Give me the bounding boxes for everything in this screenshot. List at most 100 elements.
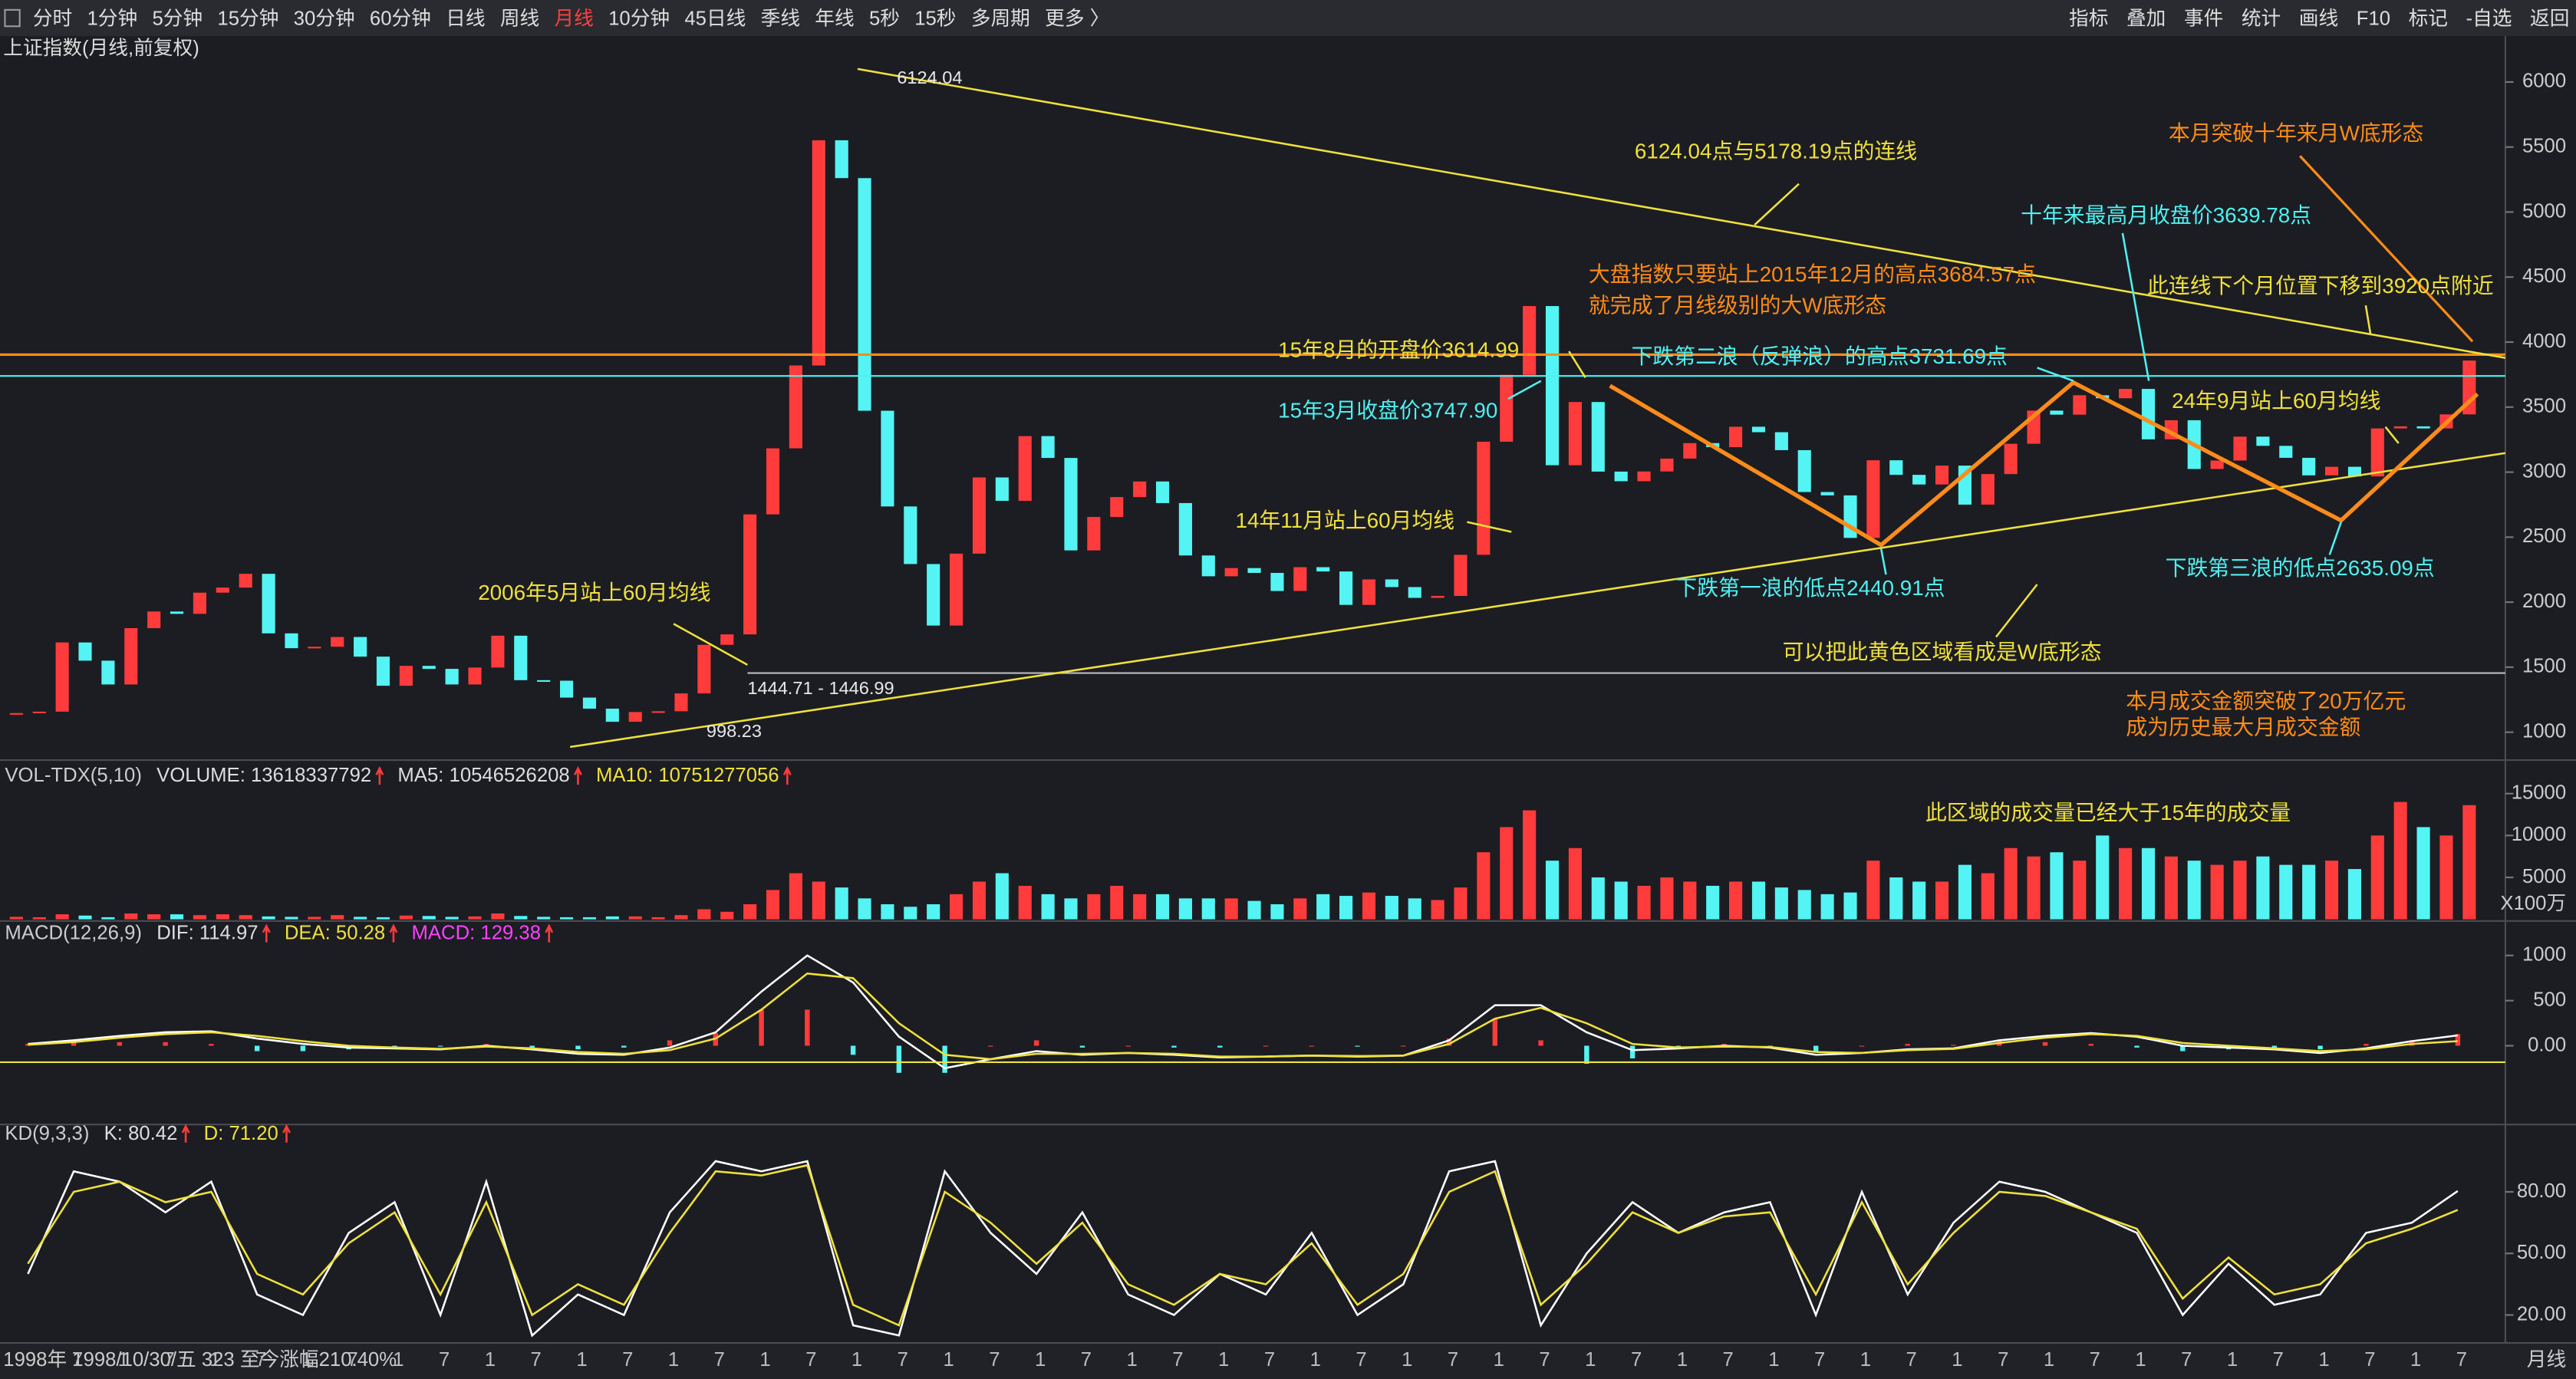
- annotation: 6124.04点与5178.19点的连线: [1635, 139, 1917, 163]
- toolbar-item[interactable]: 10分钟: [608, 7, 670, 29]
- macd-bar: [896, 1045, 902, 1073]
- macd-bar: [1584, 1045, 1589, 1065]
- volume-bar: [1087, 894, 1101, 920]
- x-tick-label: 7: [1172, 1349, 1183, 1371]
- toolbar-item[interactable]: 60分钟: [370, 7, 431, 29]
- candle: [1133, 481, 1147, 498]
- candle: [216, 587, 229, 593]
- arrow: [1467, 521, 1512, 533]
- candle: [1224, 568, 1238, 577]
- volume-annotation: 此区域的成交量已经大于15年的成交量: [1925, 801, 2291, 824]
- toolbar-item[interactable]: 季线: [761, 7, 800, 29]
- toolbar-item[interactable]: 45日线: [684, 7, 746, 29]
- candle: [697, 644, 711, 694]
- indicator-value: D: 71.20: [204, 1123, 278, 1144]
- volume-bar: [331, 915, 344, 920]
- macd-bar: [942, 1045, 947, 1073]
- x-tick-label: 1: [393, 1349, 404, 1371]
- toolbar-item[interactable]: 事件: [2184, 7, 2223, 29]
- candle: [1270, 572, 1284, 591]
- toolbar-item[interactable]: 统计: [2242, 7, 2281, 29]
- candle: [1866, 460, 1880, 538]
- menu-icon[interactable]: [4, 8, 21, 28]
- toolbar-item[interactable]: F10: [2357, 8, 2390, 29]
- toolbar-item[interactable]: 叠加: [2126, 7, 2166, 29]
- toolbar-item[interactable]: 15分钟: [217, 7, 278, 29]
- volume-bar: [262, 916, 275, 920]
- indicator-value: VOL-TDX(5,10): [5, 765, 141, 786]
- volume-bar: [2256, 856, 2270, 920]
- indicator-value: MACD: 129.38: [412, 923, 542, 944]
- toolbar-item[interactable]: 分时: [33, 7, 72, 29]
- candle: [78, 642, 92, 661]
- volume-bar: [1843, 892, 1857, 920]
- candle: [1385, 579, 1398, 587]
- volume-bar: [445, 917, 459, 920]
- toolbar-item[interactable]: -自选: [2466, 7, 2512, 29]
- toolbar-item[interactable]: 15秒: [914, 7, 956, 29]
- candle: [537, 680, 551, 682]
- candle: [1637, 471, 1651, 482]
- volume-bar: [1110, 885, 1124, 920]
- y-tick-label: 5000: [2522, 200, 2566, 222]
- candle: [491, 635, 505, 668]
- macd-bar: [1813, 1045, 1819, 1052]
- candle: [1981, 474, 1995, 505]
- annotation: 1444.71 - 1446.99: [747, 678, 894, 698]
- candle: [950, 553, 964, 626]
- candle: [559, 680, 574, 698]
- toolbar-item[interactable]: 年线: [815, 7, 854, 29]
- candle: [972, 477, 987, 554]
- volume-bar: [1133, 894, 1147, 920]
- candle: [1545, 306, 1560, 466]
- toolbar-item[interactable]: 更多 〉: [1045, 7, 1109, 29]
- toolbar-item[interactable]: 30分钟: [294, 7, 355, 29]
- toolbar-item[interactable]: 周线: [500, 7, 539, 29]
- y-tick-label: 500: [2533, 989, 2566, 1010]
- toolbar-item[interactable]: 日线: [446, 7, 485, 29]
- arrow: [1568, 351, 1586, 378]
- candle: [1087, 517, 1101, 551]
- toolbar-item[interactable]: 返回: [2530, 7, 2569, 29]
- macd-bar: [1538, 1040, 1543, 1046]
- x-tick-label: 1: [118, 1349, 129, 1371]
- toolbar-item[interactable]: 月线: [554, 7, 593, 29]
- macd-bar: [1309, 1045, 1314, 1047]
- annotation: 6124.04: [897, 67, 962, 87]
- candle: [812, 140, 825, 366]
- up-arrow: [262, 923, 271, 943]
- toolbar-item[interactable]: 指标: [2069, 7, 2108, 29]
- volume-bar: [766, 890, 780, 920]
- volume-bar: [170, 914, 184, 920]
- volume-bar: [1500, 827, 1514, 920]
- annotation: 2006年5月站上60月均线: [478, 581, 710, 604]
- candle: [239, 574, 252, 588]
- x-tick-label: 7: [72, 1349, 83, 1371]
- annotation: 成为历史最大月成交金额: [2126, 716, 2360, 739]
- toolbar-item[interactable]: 标记: [2409, 7, 2448, 29]
- volume-bar: [1545, 861, 1560, 920]
- x-tick-label: 1: [209, 1349, 220, 1371]
- candle: [1660, 458, 1674, 472]
- period-label[interactable]: 月线: [2527, 1348, 2566, 1371]
- x-tick-label: 7: [622, 1349, 633, 1371]
- volume-bar: [605, 916, 619, 920]
- toolbar-item[interactable]: 画线: [2299, 7, 2338, 29]
- volume-bar: [1912, 881, 1926, 920]
- annotation: 14年11月站上60月均线: [1235, 508, 1454, 532]
- candle: [1683, 443, 1697, 459]
- candle: [1018, 436, 1032, 502]
- toolbar-item[interactable]: 1分钟: [87, 7, 137, 29]
- macd-bar: [1492, 1019, 1498, 1046]
- volume-bar: [651, 917, 665, 920]
- macd-bar: [988, 1045, 993, 1047]
- annotation: 就完成了月线级别的大W底形态: [1589, 294, 1886, 318]
- toolbar-item[interactable]: 5秒: [869, 7, 900, 29]
- toolbar-item[interactable]: 多周期: [971, 7, 1030, 29]
- volume-bar: [537, 917, 551, 920]
- toolbar-item[interactable]: 5分钟: [152, 7, 203, 29]
- candle: [1362, 579, 1376, 605]
- candle: [1041, 436, 1055, 459]
- candle: [835, 140, 848, 179]
- candle: [2073, 395, 2087, 415]
